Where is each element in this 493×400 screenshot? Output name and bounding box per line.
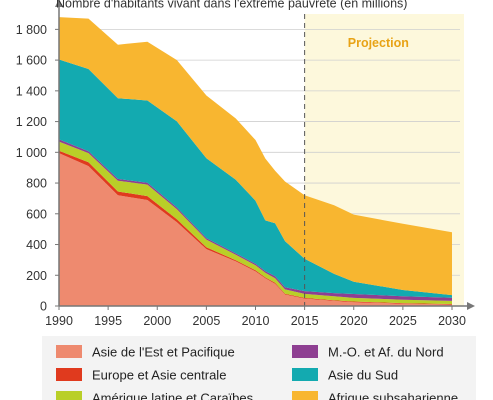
area-asie-de-l-est-et-pacifique <box>59 153 452 306</box>
y-tick-label: 1 400 <box>16 84 47 98</box>
x-tick-label: 2020 <box>340 314 368 328</box>
x-tick-label: 1990 <box>45 314 73 328</box>
legend-label-afrique-subsaharienne: Afrique subsaharienne <box>328 391 458 400</box>
legend-swatch-m-o-et-af-du-nord <box>292 345 318 358</box>
axes <box>55 0 475 310</box>
y-tick-label: 0 <box>40 300 47 314</box>
y-tick-label: 400 <box>26 238 47 252</box>
chart-title: Nombre d'habitants vivant dans l'extrême… <box>56 0 407 10</box>
x-tick-label: 2015 <box>291 314 319 328</box>
legend-label-asie-de-l-est-et-pacifique: Asie de l'Est et Pacifique <box>92 345 235 360</box>
legend-label-asie-du-sud: Asie du Sud <box>328 368 398 383</box>
legend-swatch-afrique-subsaharienne <box>292 391 318 400</box>
y-tick-label: 1 200 <box>16 115 47 129</box>
x-tick-label: 2010 <box>242 314 270 328</box>
y-tick-label: 200 <box>26 269 47 283</box>
legend-label-europe-et-asie-centrale: Europe et Asie centrale <box>92 368 226 383</box>
legend-swatch-amerique-latine-et-caraibes <box>56 391 82 400</box>
y-tick-label: 600 <box>26 207 47 221</box>
legend-swatch-europe-et-asie-centrale <box>56 368 82 381</box>
y-tick-label: 1 800 <box>16 23 47 37</box>
legend-swatch-asie-du-sud <box>292 368 318 381</box>
projection-label: Projection <box>348 36 409 50</box>
y-tick-label: 1 000 <box>16 146 47 160</box>
y-tick-label: 1 600 <box>16 54 47 68</box>
y-tick-label: 800 <box>26 177 47 191</box>
areas <box>59 17 452 306</box>
x-tick-label: 2030 <box>438 314 466 328</box>
x-tick-label: 2000 <box>143 314 171 328</box>
legend-background <box>42 336 476 400</box>
area-afrique-subsaharienne <box>59 17 452 296</box>
area-asie-du-sud <box>59 59 452 298</box>
legend-swatch-asie-de-l-est-et-pacifique <box>56 345 82 358</box>
x-tick-label: 2005 <box>192 314 220 328</box>
x-tick-label: 2025 <box>389 314 417 328</box>
legend-label-amerique-latine-et-caraibes: Amérique latine et Caraïbes <box>92 391 254 400</box>
legend: Asie de l'Est et Pacifique M.-O. et Af. d… <box>56 345 458 400</box>
legend-label-m-o-et-af-du-nord: M.-O. et Af. du Nord <box>328 345 444 360</box>
y-tick-labels: 0 200 400 600 800 1 000 1 200 1 400 1 600 1 800 <box>16 23 47 314</box>
x-tick-label: 1995 <box>94 314 122 328</box>
x-tick-labels: 1990 1995 2000 2005 2010 2015 2020 2025 2030 <box>45 314 466 328</box>
